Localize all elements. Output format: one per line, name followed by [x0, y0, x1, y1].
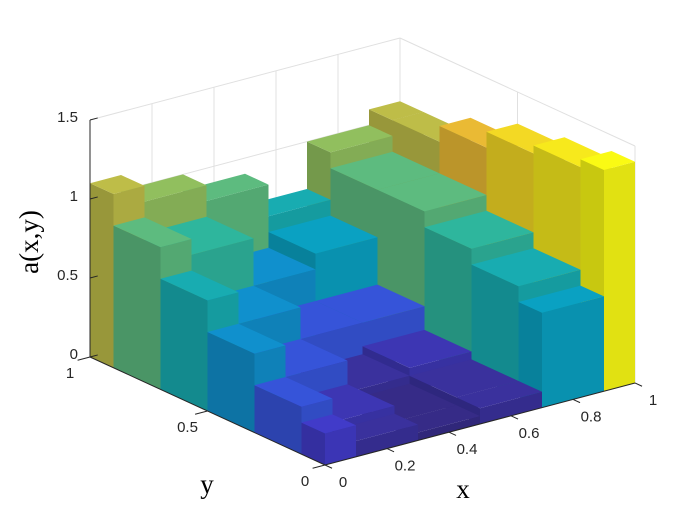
grid-line	[399, 37, 636, 147]
y-axis-label: y	[200, 469, 214, 499]
tile	[301, 414, 356, 434]
x-tick-label: 0.2	[395, 458, 416, 475]
grid-line	[89, 37, 401, 121]
z-tick	[89, 196, 98, 200]
x-tick	[510, 415, 519, 420]
tile	[580, 151, 635, 170]
x-tick-label: 0	[339, 474, 347, 491]
x-tick	[634, 382, 643, 387]
y-tick	[194, 410, 208, 415]
tile	[113, 217, 192, 248]
tile-wall	[480, 391, 542, 424]
x-tick	[572, 398, 581, 404]
tile-wall	[518, 302, 542, 408]
surface	[90, 101, 635, 465]
tile	[362, 329, 472, 368]
tile-wall	[254, 385, 302, 455]
tile	[307, 125, 393, 153]
tile-wall	[542, 296, 604, 408]
tile	[207, 323, 286, 354]
x-tick-label: 0.8	[581, 408, 602, 425]
tile	[369, 101, 424, 121]
z-tick-label: 1	[70, 188, 78, 205]
y-tick-label: 1	[66, 365, 74, 382]
x-tick-label: 1	[649, 392, 657, 409]
tile	[518, 285, 604, 313]
tile-wall	[207, 332, 255, 433]
tile-wall	[160, 278, 208, 411]
tile-wall	[604, 161, 635, 392]
z-tick-label: 0.5	[57, 267, 78, 284]
y-tick-label: 0.5	[177, 419, 198, 436]
tile	[160, 270, 239, 301]
z-tick	[89, 275, 98, 279]
tile	[456, 381, 542, 409]
z-tick-label: 1.5	[57, 109, 78, 126]
tile	[330, 151, 440, 190]
tile	[315, 284, 425, 323]
tile	[409, 359, 519, 398]
tile-wall	[356, 424, 418, 457]
tile	[254, 377, 333, 407]
z-tick	[89, 354, 98, 358]
tile	[90, 175, 145, 194]
x-tick	[386, 448, 395, 453]
x-tick	[448, 431, 457, 436]
x-axis-label: x	[456, 474, 470, 504]
y-tick	[312, 464, 326, 469]
y-tick-label: 0	[301, 473, 309, 490]
z-axis-label: a(x,y)	[14, 210, 44, 274]
axes: 0 0.2 0.4 0.6 0.8 1 0 0.5 1 0 0.5 1 1.5	[57, 109, 657, 491]
x-tick-label: 0.6	[519, 425, 540, 442]
x-axis	[324, 382, 636, 466]
tile-wall	[325, 425, 356, 465]
tile	[424, 210, 534, 249]
tile	[471, 248, 581, 287]
tile-wall	[471, 264, 519, 397]
tile-wall	[113, 225, 161, 390]
x-tick-label: 0.4	[457, 441, 478, 458]
tile-wall	[418, 416, 480, 441]
tile-wall	[90, 183, 114, 368]
tile-wall	[301, 422, 325, 465]
x-tick	[324, 464, 333, 469]
tile	[377, 173, 487, 212]
z-tick	[89, 117, 98, 121]
tile	[268, 215, 378, 254]
y-tick	[77, 356, 91, 361]
z-tick-label: 0	[70, 346, 78, 363]
